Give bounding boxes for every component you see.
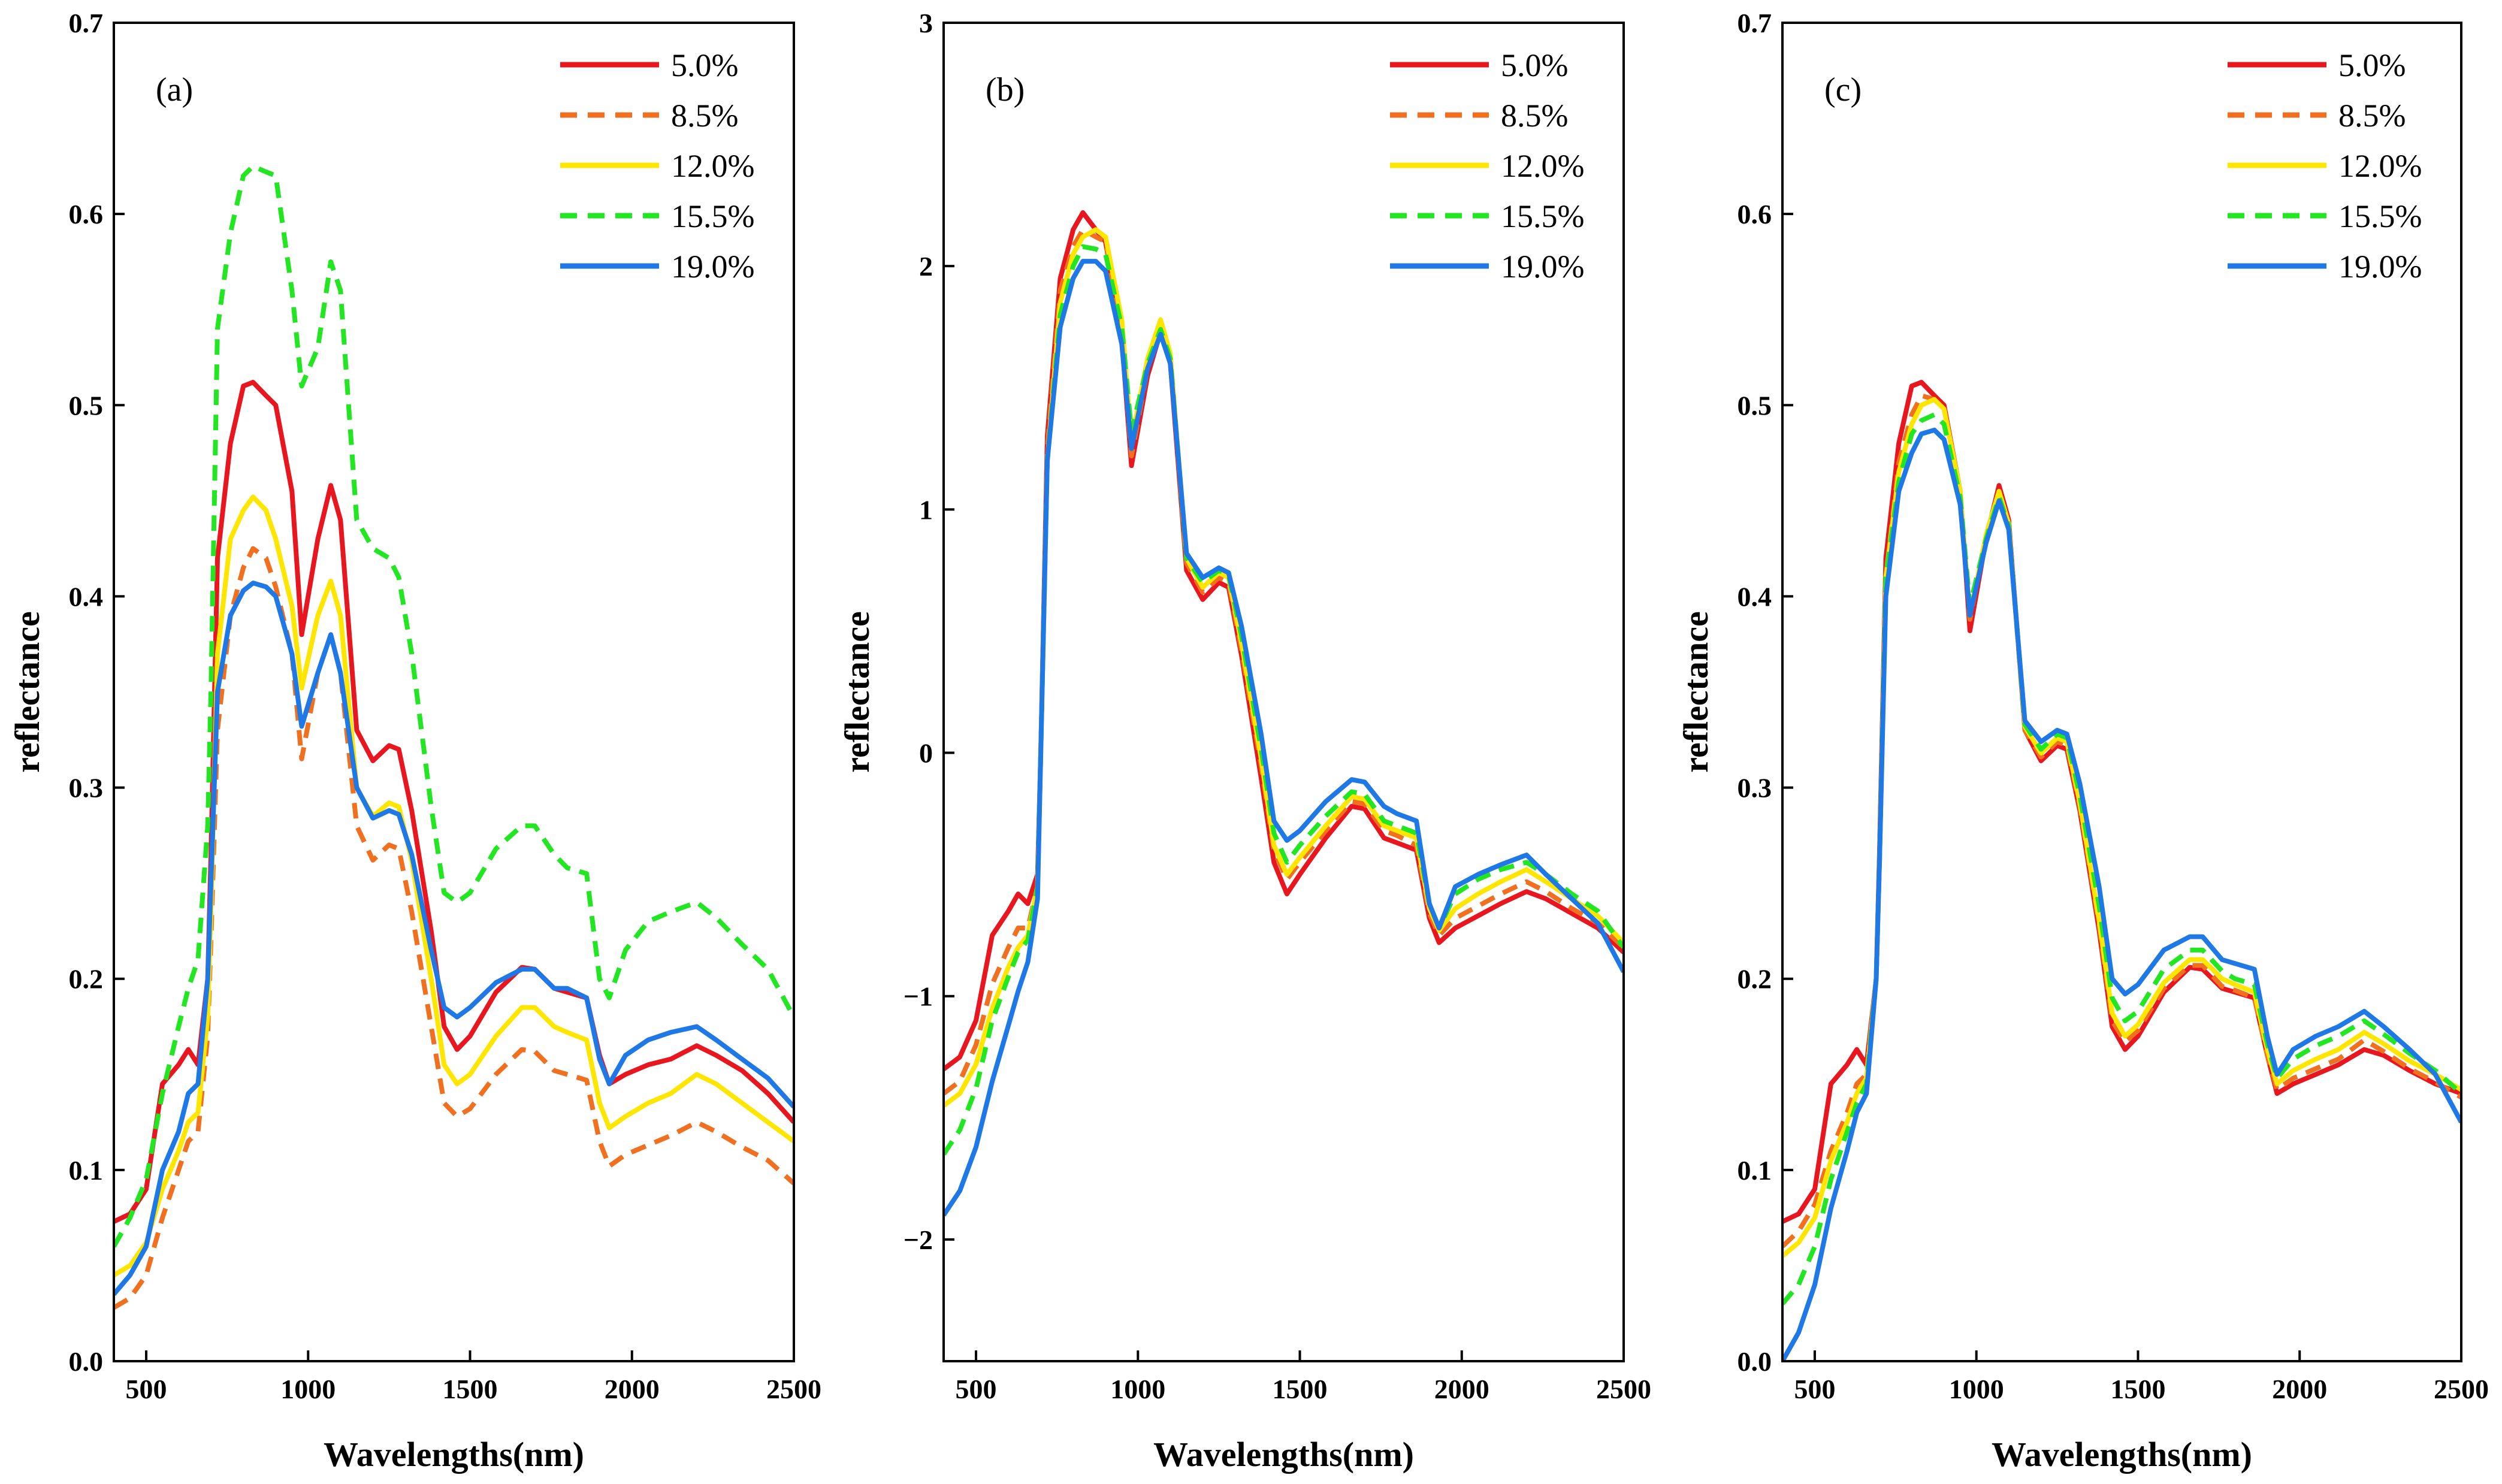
series-group [944,210,1624,1217]
x-axis-title: Wavelengths(nm) [1992,1435,2252,1474]
y-tick-label: 0.6 [69,199,104,229]
y-axis-title: reflectance [1676,611,1715,772]
y-tick-label: −2 [904,1225,933,1255]
y-tick-label: 0.4 [69,581,104,612]
x-axis-title: Wavelengths(nm) [1153,1435,1414,1474]
y-tick-label: 0.0 [69,1346,104,1377]
x-tick-label: 1500 [443,1374,498,1404]
panel-label: (a) [156,71,193,108]
panel-label: (c) [1824,71,1862,108]
legend-label: 19.0% [1501,249,1584,285]
x-tick-label: 2000 [2272,1374,2327,1404]
x-tick-label: 1500 [1273,1374,1328,1404]
legend-label: 8.5% [1501,98,1568,134]
x-tick-label: 1000 [1110,1374,1165,1404]
legend-label: 15.5% [671,198,754,234]
y-tick-label: 0.5 [69,390,104,421]
y-tick-label: 0.7 [1738,8,1772,38]
legend-label: 15.5% [2338,198,2422,234]
y-tick-label: 2 [919,251,933,282]
y-tick-label: 0.1 [1738,1155,1772,1186]
legend-label: 5.0% [1501,47,1568,83]
series-line-19.0% [114,581,794,1296]
y-tick-label: 1 [919,494,933,525]
x-tick-label: 2500 [766,1374,821,1404]
x-tick-label: 2500 [1596,1374,1651,1404]
legend-label: 19.0% [671,249,754,285]
legend: 5.0% 8.5% 12.0% 15.5% 19.0% [560,47,754,285]
x-tick-label: 1000 [280,1374,336,1404]
series-line-19.0% [1782,427,2461,1361]
x-tick-label: 1000 [1949,1374,2004,1404]
plot-frame [113,22,795,1362]
legend-label: 12.0% [671,148,754,184]
plot-frame [942,22,1625,1362]
x-tick-label: 1500 [2110,1374,2165,1404]
x-tick-label: 2000 [1434,1374,1489,1404]
x-tick-label: 500 [126,1374,167,1404]
y-tick-label: 0.1 [69,1155,104,1186]
x-tick-label: 2500 [2434,1374,2489,1404]
x-tick-label: 2000 [605,1374,660,1404]
y-tick-label: −1 [904,981,933,1012]
y-tick-label: 0.3 [69,773,104,803]
x-tick-label: 500 [1794,1374,1835,1404]
legend-label: 12.0% [2338,148,2422,184]
legend-label: 8.5% [671,98,738,134]
y-tick-label: 0.0 [1738,1346,1772,1377]
y-tick-label: 0.6 [1738,199,1772,229]
chart-panel-2: 500 1000 1500 2000 2500 −2 −1 0 1 2 3 Wavelengths(n… [838,8,1651,1474]
legend-label: 15.5% [1501,198,1584,234]
y-tick-label: 0.4 [1738,581,1772,612]
y-axis-title: reflectance [8,611,47,772]
y-tick-label: 3 [919,8,933,38]
series-line-19.0% [944,259,1624,1217]
legend: 5.0% 8.5% 12.0% 15.5% 19.0% [2228,47,2422,285]
legend-label: 12.0% [1501,148,1584,184]
y-tick-label: 0 [919,738,933,769]
chart-panel-3: 500 1000 1500 2000 2500 0.0 0.1 0.2 0.3 0.4 0.5 0.6… [1676,8,2489,1474]
y-tick-label: 0.7 [69,8,104,38]
series-line-15.5% [114,164,794,1248]
y-tick-label: 0.2 [69,964,104,995]
y-tick-label: 0.3 [1738,773,1772,803]
legend-label: 5.0% [2338,47,2406,83]
panel-label: (b) [986,71,1025,108]
y-tick-label: 0.2 [1738,964,1772,995]
x-axis-title: Wavelengths(nm) [324,1435,584,1474]
chart-panel-1: 500 1000 1500 2000 2500 0.0 0.1 0.2 0.3 0.4 0.5 0.6… [8,8,821,1474]
legend: 5.0% 8.5% 12.0% 15.5% 19.0% [1390,47,1584,285]
y-tick-label: 0.5 [1738,390,1772,421]
series-group [1782,380,2461,1361]
legend-label: 8.5% [2338,98,2406,134]
plot-frame [1781,22,2462,1362]
y-axis-title: reflectance [838,611,877,772]
x-tick-label: 500 [956,1374,997,1404]
series-group [114,164,794,1310]
legend-label: 19.0% [2338,249,2422,285]
legend-label: 5.0% [671,47,738,83]
